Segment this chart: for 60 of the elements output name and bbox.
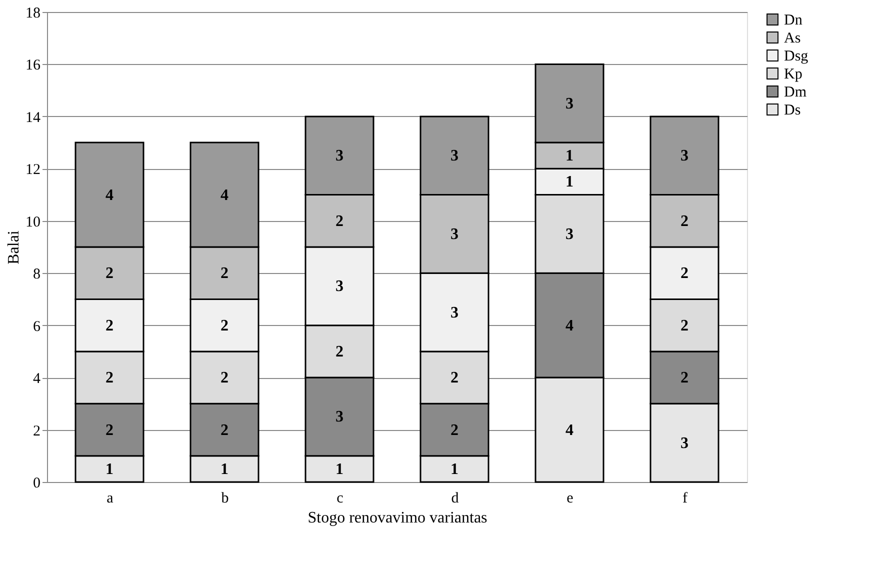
legend-label: Ds [784,102,801,118]
data-label: 3 [336,408,344,426]
x-tick-label: b [221,490,229,506]
data-label: 3 [450,304,458,322]
y-tick-label: 4 [33,371,41,388]
data-label: 2 [450,370,458,387]
data-label: 2 [336,212,344,230]
data-label: 2 [220,370,228,387]
data-label: 1 [336,460,344,478]
data-label: 2 [680,317,688,334]
data-label: 2 [680,370,688,387]
data-label: 3 [336,278,344,296]
y-tick-label: 0 [33,476,40,492]
data-label: 2 [450,422,458,439]
data-label: 3 [566,226,574,243]
x-axis-title: Stogo renovavimo variantas [308,510,488,526]
data-label: 3 [450,226,458,243]
y-axis-title: Balai [6,230,22,264]
data-label: 4 [566,317,574,334]
data-label: 1 [566,174,574,191]
data-label: 1 [220,460,228,478]
data-label: 2 [680,212,688,230]
legend-label: Dm [784,84,807,100]
x-tick-label: a [106,490,114,506]
legend-label: As [784,30,801,46]
data-label: 2 [106,265,114,282]
x-tick-label: f [682,490,688,506]
data-label: 2 [106,370,114,387]
data-label: 1 [106,460,114,478]
data-label: 1 [450,460,458,478]
x-tick-label: c [336,490,344,506]
data-label: 2 [106,422,114,439]
data-label: 3 [336,148,344,165]
legend-label: Dn [784,12,803,28]
data-label: 2 [336,343,344,360]
data-label: 2 [220,422,228,439]
y-tick-label: 10 [26,214,40,230]
data-label: 3 [566,95,574,112]
y-tick-label: 14 [26,110,41,126]
data-label: 2 [680,265,688,282]
data-label: 2 [220,317,228,334]
legend-label: Dsg [784,48,809,64]
data-label: 3 [680,148,688,165]
y-tick-label: 18 [26,6,40,22]
legend-label: Kp [784,66,802,82]
data-label: 3 [680,434,688,452]
y-tick-label: 2 [33,423,40,440]
y-tick-label: 16 [26,58,41,74]
data-label: 4 [220,186,228,204]
y-tick-label: 12 [26,162,40,178]
data-label: 3 [450,148,458,165]
x-tick-label: d [451,490,460,506]
x-tick-label: e [566,490,574,506]
data-label: 2 [106,317,114,334]
y-tick-label: 6 [33,318,41,335]
y-tick-label: 8 [33,266,40,283]
data-label: 4 [566,422,574,439]
data-label: 2 [220,265,228,282]
data-label: 4 [106,186,114,204]
data-label: 1 [566,148,574,165]
